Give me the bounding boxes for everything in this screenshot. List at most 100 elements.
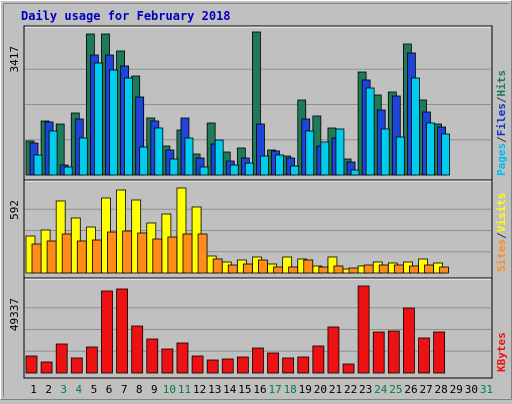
bar-pages-day-18 (290, 165, 300, 176)
bar-pages-day-16 (260, 155, 269, 176)
day-label: 7 (121, 383, 128, 396)
chart-title: Daily usage for February 2018 (21, 9, 231, 23)
day-label: 12 (193, 383, 206, 396)
bar-kbytes-day-7 (116, 288, 128, 374)
day-label: 4 (76, 383, 83, 396)
legend: Pages/Files/Hits (495, 70, 508, 176)
bar-pages-day-25 (395, 136, 405, 176)
bar-visits-day-11 (176, 187, 187, 274)
legend-entry: / (495, 96, 508, 103)
day-label: 27 (419, 383, 432, 396)
bar-kbytes-day-13 (206, 359, 219, 374)
bar-kbytes-day-18 (282, 357, 295, 374)
bar-pages-day-5 (93, 62, 103, 176)
legend-entry: Files (495, 103, 508, 136)
visits-sites-panel: 592 Sites/Visits (8, 179, 508, 279)
day-label: 29 (450, 383, 463, 396)
bar-pages-day-20 (320, 141, 330, 176)
day-label: 22 (344, 383, 357, 396)
bar-kbytes-day-11 (176, 342, 189, 374)
bar-sites-day-28 (439, 266, 450, 274)
legend: Sites/Visits (495, 193, 508, 273)
series-pages (33, 62, 451, 176)
bar-pages-day-6 (109, 69, 118, 176)
bar-kbytes-day-24 (372, 331, 385, 374)
bar-kbytes-day-8 (131, 325, 144, 374)
day-label: 14 (223, 383, 237, 396)
bar-pages-day-15 (244, 162, 254, 176)
day-label: 6 (106, 383, 113, 396)
bar-kbytes-day-21 (327, 326, 340, 374)
day-label: 30 (465, 383, 478, 396)
y-max-label: 592 (8, 200, 21, 220)
day-label: 16 (253, 383, 266, 396)
bar-sites-day-15 (242, 263, 253, 274)
bar-kbytes-day-26 (403, 307, 415, 374)
day-label: 18 (284, 383, 297, 396)
day-label: 21 (329, 383, 342, 396)
chart-panels: 3417Pages/Files/Hits592Sites/Visits49337… (8, 25, 508, 379)
hits-files-pages-panel: 3417 Pages/Files/Hits (8, 25, 508, 181)
bar-kbytes-day-15 (236, 356, 249, 374)
legend-entry: Sites (495, 239, 508, 272)
legend-entry: / (495, 136, 508, 143)
bar-pages-day-4 (78, 137, 88, 176)
bar-kbytes-day-17 (267, 352, 279, 374)
bar-pages-day-24 (380, 128, 390, 176)
day-label: 9 (151, 383, 158, 396)
bar-sites-day-6 (107, 231, 117, 274)
day-label: 20 (314, 383, 327, 396)
bar-sites-day-5 (91, 239, 102, 274)
bar-sites-day-12 (197, 233, 208, 274)
day-label: 25 (389, 383, 402, 396)
bar-sites-day-22 (348, 267, 359, 274)
day-label: 17 (268, 383, 281, 396)
bar-sites-day-9 (152, 238, 163, 274)
bar-sites-day-20 (318, 266, 329, 274)
series-visits (25, 187, 444, 274)
bar-kbytes-day-27 (418, 337, 430, 374)
day-label: 24 (374, 383, 388, 396)
bar-sites-day-3 (61, 233, 72, 274)
bar-kbytes-day-4 (70, 357, 83, 374)
y-max-label: 3417 (8, 46, 21, 73)
bar-kbytes-day-16 (252, 347, 264, 374)
bar-pages-day-3 (63, 166, 73, 176)
bar-pages-day-22 (350, 169, 360, 176)
bar-sites-day-19 (303, 259, 314, 274)
day-label: 1 (30, 383, 37, 396)
bar-kbytes-day-2 (40, 361, 53, 374)
bar-sites-day-25 (393, 264, 404, 274)
bar-sites-day-23 (363, 264, 374, 274)
bar-sites-day-10 (167, 236, 178, 274)
bar-pages-day-10 (169, 158, 179, 176)
day-label: 2 (45, 383, 52, 396)
bar-sites-day-14 (227, 264, 238, 274)
bar-sites-day-8 (137, 232, 148, 274)
bar-visits-day-18 (282, 256, 293, 274)
legend-entry: / (495, 232, 508, 239)
bar-pages-day-12 (199, 166, 209, 176)
day-axis-labels: 1 2 3 4 5 6 7 8 9 10 11 12 13 14 15 16 17 18 19 20 21 22 23 24 2… (30, 383, 493, 396)
bar-kbytes-day-5 (85, 346, 98, 374)
bar-sites-day-21 (333, 265, 344, 274)
legend-entry: Pages (495, 143, 508, 176)
panel-border (23, 277, 493, 379)
bar-kbytes-day-23 (357, 285, 370, 374)
bar-kbytes-day-6 (101, 290, 113, 374)
day-label: 13 (208, 383, 221, 396)
bar-pages-day-27 (426, 122, 435, 176)
bar-pages-day-28 (441, 133, 451, 176)
day-label: 26 (404, 383, 417, 396)
bar-kbytes-day-22 (342, 363, 355, 374)
legend-entry: Visits (495, 193, 508, 233)
bar-pages-day-8 (139, 146, 149, 176)
bar-pages-day-23 (365, 87, 375, 176)
series-kbytes (25, 285, 446, 374)
bar-kbytes-day-14 (221, 358, 234, 374)
bar-sites-day-4 (76, 240, 87, 274)
bar-kbytes-day-12 (191, 355, 204, 374)
y-max-label: 49337 (8, 298, 21, 331)
bar-sites-day-27 (424, 264, 434, 274)
bar-kbytes-day-19 (297, 356, 310, 374)
